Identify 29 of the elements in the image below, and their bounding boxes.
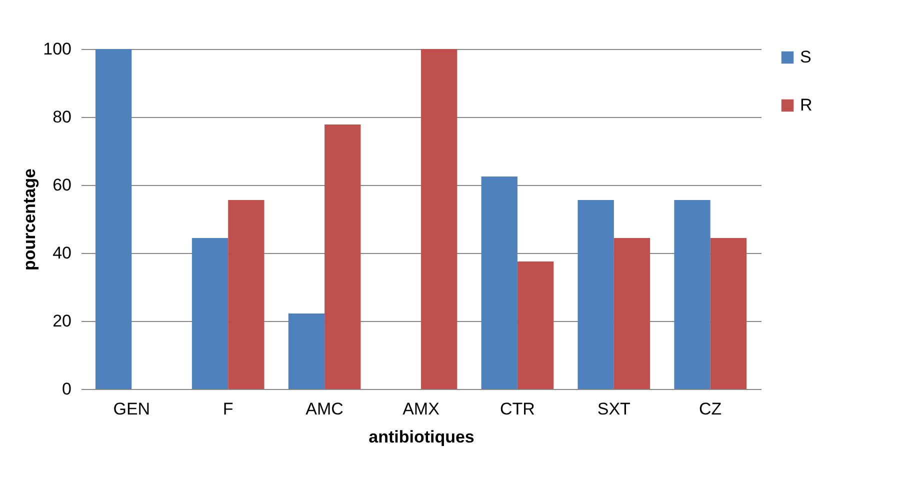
bar [517,262,554,389]
x-tick-label: CZ [699,400,722,418]
x-tick-label: AMX [402,400,440,418]
y-tick-label: 0 [62,380,72,398]
y-axis-title: pourcentage [20,168,40,271]
bar [288,314,325,389]
x-tick-label: SXT [597,400,630,418]
y-tick-label: 100 [43,40,72,58]
legend-label: S [800,48,812,66]
legend-label: R [800,96,812,114]
bar [324,124,361,389]
bar [421,49,458,389]
bar [578,200,614,389]
bar [481,176,518,389]
y-tick-label: 80 [52,108,72,126]
bar [228,200,264,389]
bar [95,49,132,389]
x-tick-label: GEN [113,400,150,418]
bar [674,200,710,389]
x-tick-label: CTR [500,400,535,418]
bar [710,238,747,389]
y-tick-label: 60 [52,176,72,194]
x-axis-title: antibiotiques [368,428,474,446]
bar [192,238,228,389]
y-tick-label: 20 [52,312,72,330]
x-tick-label: AMC [306,400,344,418]
bar [614,238,650,389]
y-tick-label: 40 [52,244,72,262]
x-tick-label: F [222,400,234,418]
